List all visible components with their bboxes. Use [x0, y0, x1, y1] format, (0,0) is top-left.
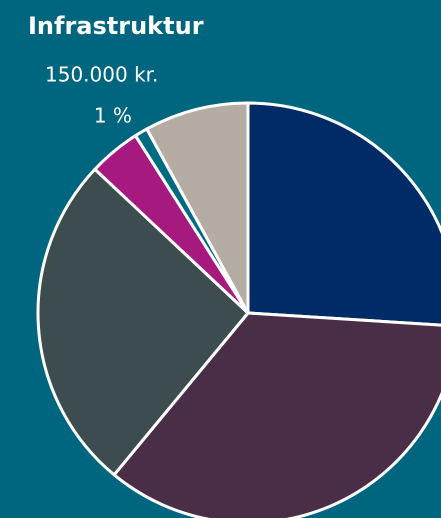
- pie-slice: [36, 167, 250, 477]
- chart-title: Infrastruktur: [28, 12, 204, 40]
- pie-slice: [246, 101, 441, 327]
- pie-slice: [112, 311, 441, 518]
- pie-slice: [145, 101, 250, 315]
- data-label: 1 %: [94, 103, 132, 127]
- chart-subtitle: 150.000 kr.: [45, 63, 158, 87]
